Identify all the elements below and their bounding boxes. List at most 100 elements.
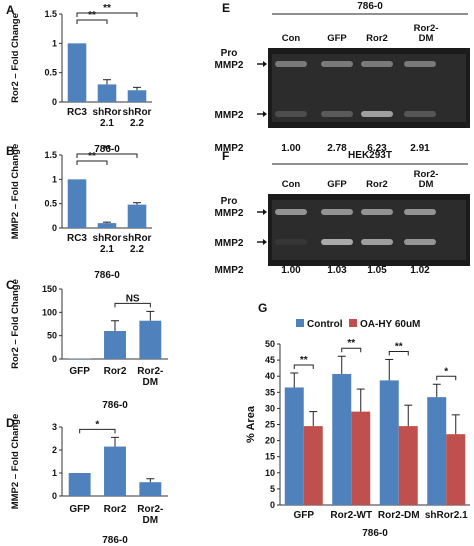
- mmp2-band: [275, 239, 307, 245]
- significance-bracket: [76, 12, 138, 17]
- pro-mmp2-band: [404, 209, 436, 215]
- panel-letter: D: [6, 416, 15, 430]
- category-label: GFP: [293, 510, 314, 521]
- y-tick-label: 45: [265, 355, 275, 365]
- panel-letter: A: [6, 3, 15, 17]
- significance-label: **: [88, 10, 96, 21]
- quant-value: 1.02: [410, 265, 430, 276]
- y-axis-label: % Area: [245, 405, 257, 443]
- pro-mmp2-band: [321, 61, 353, 67]
- lane-label: GFP: [327, 179, 347, 190]
- legend-swatch: [296, 319, 304, 327]
- bar: [139, 320, 162, 359]
- quant-value: 6.23: [367, 143, 387, 154]
- significance-label: **: [103, 144, 111, 155]
- cell-line-label: HEK293T: [348, 150, 392, 161]
- category-label: GFP: [69, 504, 90, 515]
- y-tick-label: 0: [270, 500, 275, 510]
- lane-label: DM: [419, 179, 434, 190]
- quant-label: MMP2: [215, 265, 244, 276]
- quant-value: 2.78: [327, 143, 347, 154]
- y-axis-label: Ror2 – Fold Change: [10, 13, 21, 103]
- significance-label: *: [95, 419, 99, 430]
- lane-label: Ror2-: [414, 23, 439, 34]
- y-tick-label: 20: [265, 436, 275, 446]
- y-tick-label: 2: [52, 445, 57, 455]
- significance-bracket: [79, 428, 116, 434]
- y-axis-label: MMP2 – Fold Change: [10, 144, 21, 240]
- lane-label: Ror2: [366, 179, 388, 190]
- bar: [127, 204, 147, 228]
- pro-mmp2-band: [361, 61, 393, 67]
- category-label: Ror2: [104, 504, 127, 515]
- y-tick-label: 1: [52, 38, 57, 48]
- mmp2-band: [361, 111, 393, 117]
- significance-label: **: [347, 338, 355, 349]
- pro-mmp2-band: [404, 61, 436, 67]
- band-label: MMP2: [215, 238, 244, 249]
- panel-letter: G: [258, 301, 267, 315]
- chart-panel-B: B 0 0.5 1 1.5 MMP2 – Fold Change RC3 shRor 2.1sh…: [6, 144, 152, 281]
- band-label: MMP2: [215, 110, 244, 121]
- bar: [97, 223, 117, 228]
- panel-letter: E: [222, 1, 230, 15]
- significance-bracket: [388, 350, 409, 356]
- y-tick-label: 1.5: [44, 150, 57, 160]
- lane-label: GFP: [327, 33, 347, 44]
- y-tick-label: 1: [52, 468, 57, 478]
- significance-bracket: [114, 302, 151, 308]
- bar: [104, 331, 126, 359]
- quant-value: 2.91: [410, 143, 430, 154]
- lane-label: Ror2-: [414, 169, 439, 180]
- legend: Control OA-HY 60uM: [296, 319, 420, 330]
- significance-bracket: [76, 160, 108, 165]
- bar: [67, 43, 87, 102]
- mmp2-band: [361, 239, 393, 245]
- bar: [127, 90, 147, 102]
- panel-letter: B: [6, 144, 15, 158]
- category-label: shRor 2.2: [123, 233, 152, 255]
- x-axis-label: 786-0: [102, 535, 128, 546]
- x-axis-label: 786-0: [362, 528, 388, 539]
- y-tick-label: 150: [42, 284, 57, 294]
- bar: [379, 380, 399, 505]
- significance-label: **: [103, 3, 111, 14]
- quant-value: 1.03: [327, 265, 347, 276]
- bar: [97, 84, 117, 102]
- y-tick-label: 40: [265, 371, 275, 381]
- cell-line-label: 786-0: [357, 1, 383, 12]
- lane-label: Con: [282, 33, 301, 44]
- pro-mmp2-band: [361, 209, 393, 215]
- significance-label: **: [395, 341, 403, 352]
- y-tick-label: 10: [265, 468, 275, 478]
- y-tick-label: 1.5: [44, 9, 57, 19]
- category-label: Ror2-DM: [137, 504, 163, 526]
- y-tick-label: 50: [47, 331, 57, 341]
- bar: [427, 397, 447, 505]
- band-label: MMP2: [215, 208, 244, 219]
- mmp2-band: [404, 111, 436, 117]
- y-tick-label: 3: [52, 422, 57, 432]
- bar: [284, 387, 304, 505]
- significance-label: **: [300, 355, 308, 366]
- arrow-icon: [263, 61, 267, 67]
- legend-swatch: [349, 319, 357, 327]
- significance-label: **: [88, 151, 96, 162]
- panel-letter: C: [6, 278, 15, 292]
- quant-value: 1.05: [367, 265, 387, 276]
- panel-letter: F: [222, 149, 229, 163]
- significance-label: NS: [126, 293, 140, 304]
- y-tick-label: 25: [265, 420, 275, 430]
- mmp2-band: [321, 239, 353, 245]
- category-label: RC3: [67, 107, 87, 118]
- significance-bracket: [76, 153, 138, 158]
- y-tick-label: 1: [52, 174, 57, 184]
- pro-mmp2-band: [275, 209, 307, 215]
- arrow-icon: [263, 209, 267, 215]
- legend-label: Control: [307, 319, 343, 330]
- y-axis-label: MMP2 – Fold Change: [10, 414, 21, 510]
- y-tick-label: 5: [270, 484, 275, 494]
